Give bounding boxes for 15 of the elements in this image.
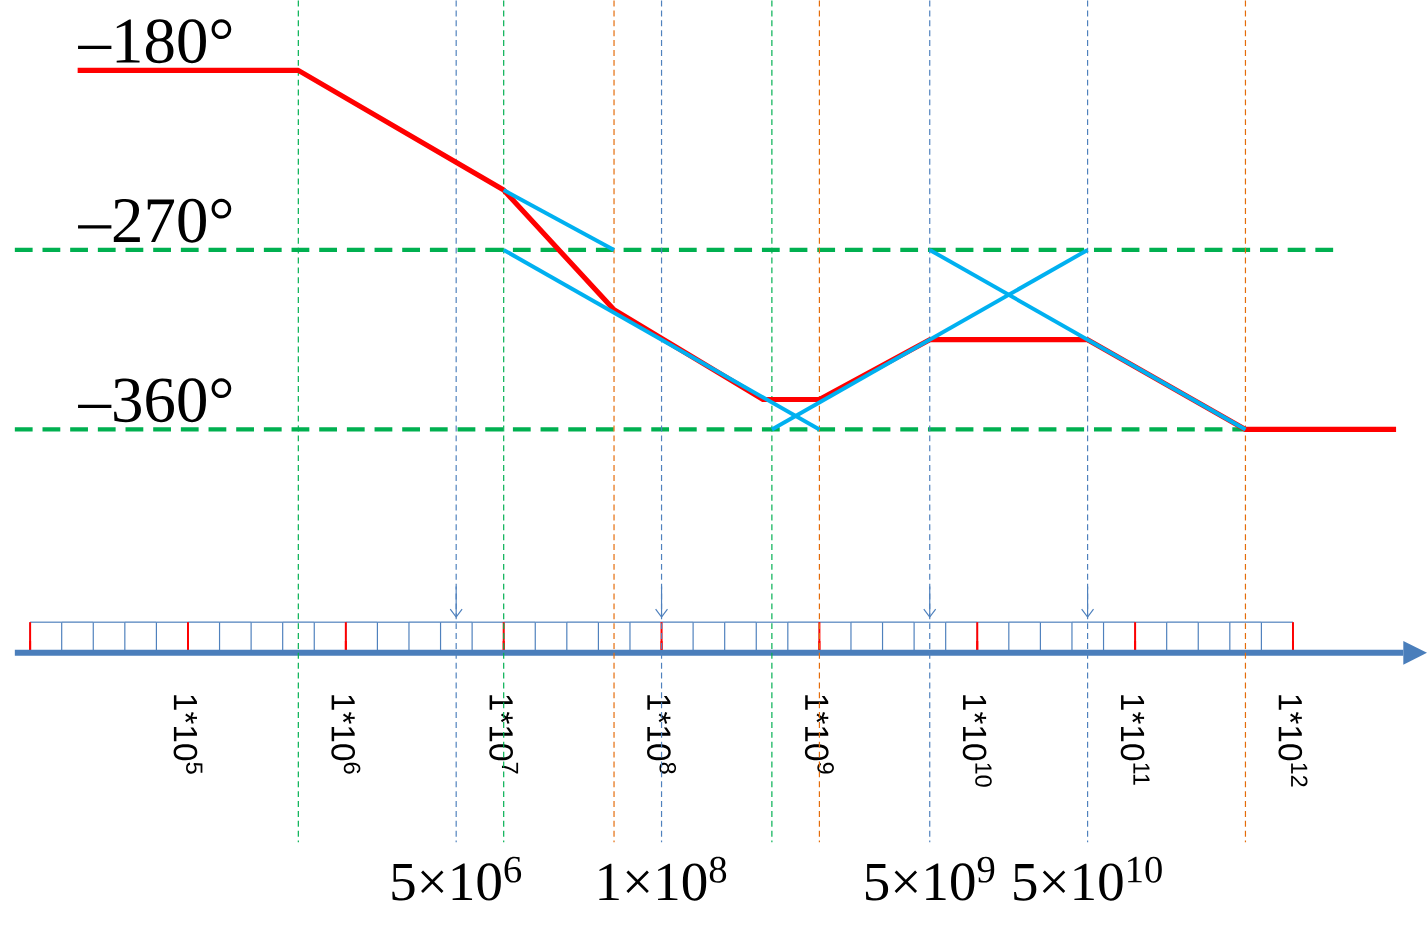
x-tick-label: 1*10$^{12}$ bbox=[1278, 695, 1308, 787]
ref-line-label: 5×10$^{9}$ bbox=[865, 856, 995, 901]
y-tick-label: –180° bbox=[78, 19, 232, 63]
ref-line-label: 5×10$^{6}$ bbox=[392, 856, 522, 901]
x-tick-label: 1*10$^{9}$ bbox=[804, 695, 834, 774]
x-tick-label: 1*10$^{6}$ bbox=[331, 695, 361, 774]
x-tick-label: 1*10$^{10}$ bbox=[962, 695, 992, 787]
ref-line-label: 5×10$^{10}$ bbox=[1014, 856, 1162, 901]
x-tick-label: 1*10$^{7}$ bbox=[489, 695, 519, 774]
x-tick-label: 1*10$^{8}$ bbox=[647, 695, 677, 774]
ref-line-label: 1×10$^{8}$ bbox=[599, 856, 727, 901]
y-tick-label: –360° bbox=[78, 378, 232, 422]
x-tick-label: 1*10$^{11}$ bbox=[1120, 695, 1150, 785]
y-tick-label: –270° bbox=[78, 198, 232, 243]
x-tick-label: 1*10$^{5}$ bbox=[173, 695, 203, 774]
